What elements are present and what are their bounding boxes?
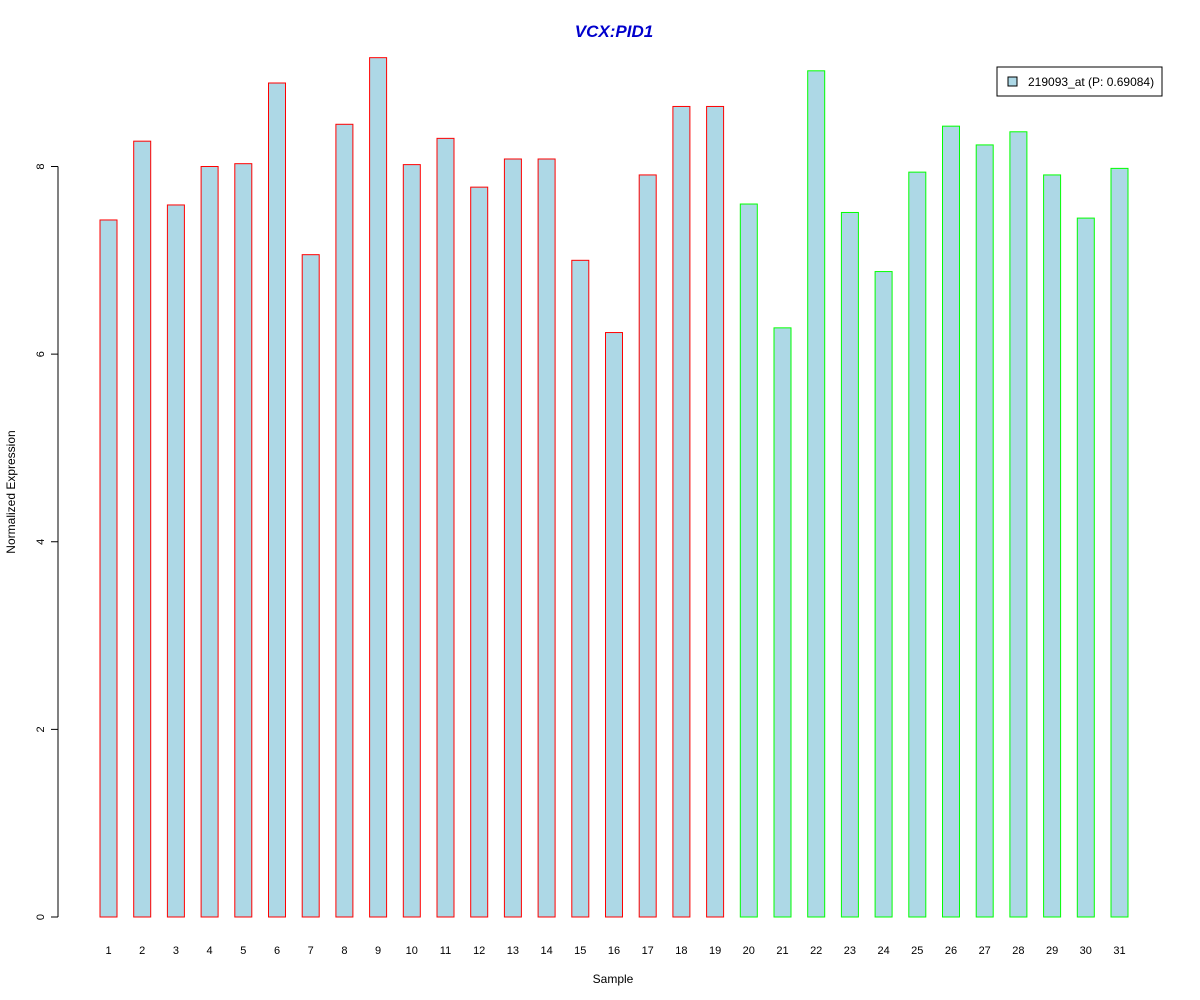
bar-sample-13 [503,158,522,918]
legend-label: 219093_at (P: 0.69084) [1028,75,1154,89]
x-tick-label: 4 [207,945,213,957]
bar-sample-27 [975,144,994,918]
x-tick-label: 31 [1113,945,1125,957]
x-tick-label: 1 [105,945,111,957]
x-axis-title: Sample [593,972,634,986]
x-tick-label: 26 [945,945,957,957]
bar-sample-8 [335,123,354,918]
bar-sample-3 [166,204,185,918]
x-tick-label: 24 [877,945,889,957]
chart-title: VCX:PID1 [575,22,653,41]
legend-box [996,66,1163,97]
bar-sample-9 [369,57,388,918]
x-tick-label: 14 [540,945,552,957]
x-tick-label: 22 [810,945,822,957]
x-tick-label: 10 [406,945,418,957]
x-tick-label: 6 [274,945,280,957]
x-tick-label: 17 [642,945,654,957]
bar-sample-23 [840,211,859,918]
bar-sample-22 [807,70,826,918]
x-tick-label: 15 [574,945,586,957]
y-axis: 0 2 4 6 8 [35,163,59,920]
x-tick-label: 5 [240,945,246,957]
x-tick-label: 27 [979,945,991,957]
bar-sample-21 [773,327,792,918]
bar-sample-29 [1043,174,1062,918]
y-tick-label: 0 [35,914,47,920]
y-tick-label: 2 [35,726,47,732]
bars [99,57,1129,918]
y-axis-title: Normalized Expression [4,430,18,553]
x-tick-label: 2 [139,945,145,957]
bar-sample-25 [908,171,927,918]
bar-sample-12 [470,186,489,918]
y-tick-label: 8 [35,163,47,169]
x-tick-label: 20 [743,945,755,957]
x-tick-label: 16 [608,945,620,957]
x-tick-labels: 1 2 3 4 5 6 7 8 9 10 11 12 13 14 15 16 17 18 19 20 21 22 23 24 2… [105,945,1125,957]
bar-sample-20 [739,203,758,918]
x-tick-label: 28 [1012,945,1024,957]
x-tick-label: 23 [844,945,856,957]
legend: 219093_at (P: 0.69084) [996,66,1163,97]
x-tick-label: 13 [507,945,519,957]
x-tick-label: 18 [675,945,687,957]
x-tick-label: 19 [709,945,721,957]
bar-sample-16 [605,332,623,918]
y-tick-label: 4 [35,539,47,545]
x-tick-label: 3 [173,945,179,957]
bar-sample-17 [638,174,657,918]
y-tick-label: 6 [35,351,47,357]
bar-sample-5 [234,163,253,918]
x-tick-label: 11 [440,945,451,957]
x-tick-label: 29 [1046,945,1058,957]
legend-swatch [1007,76,1018,87]
bar-sample-1 [99,219,118,918]
bar-sample-15 [571,259,590,918]
bar-sample-7 [301,254,320,918]
x-tick-label: 30 [1080,945,1092,957]
bar-sample-10 [402,164,421,918]
bar-sample-26 [942,125,960,918]
x-tick-label: 7 [308,945,314,957]
x-tick-label: 12 [473,945,485,957]
bar-sample-19 [706,105,725,918]
bar-sample-2 [133,140,152,918]
bar-sample-4 [200,166,219,918]
bar-sample-14 [537,158,556,918]
bar-sample-24 [874,271,893,918]
bar-sample-18 [672,105,691,918]
bar-sample-31 [1110,167,1129,918]
x-tick-label: 9 [375,945,381,957]
bar-sample-6 [268,82,286,918]
bar-sample-11 [436,137,455,918]
x-tick-label: 21 [776,945,788,957]
x-tick-label: 8 [341,945,347,957]
bar-sample-30 [1076,217,1095,918]
x-tick-label: 25 [911,945,923,957]
bar-sample-28 [1009,131,1028,918]
